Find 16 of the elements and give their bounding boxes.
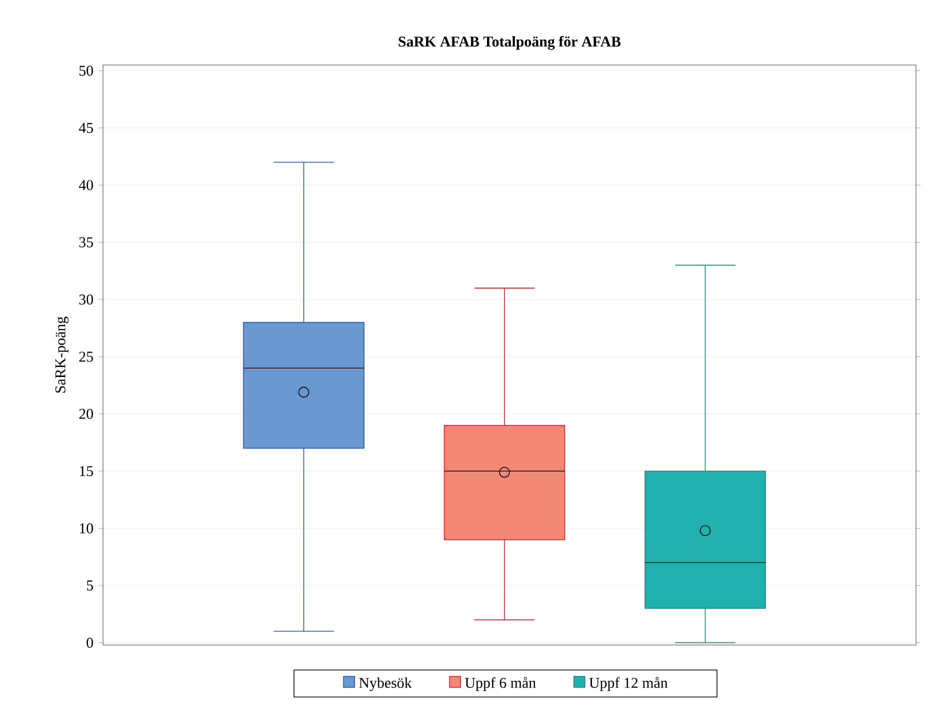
- y-tick-label: 0: [86, 638, 94, 648]
- y-tick-label: 15: [80, 466, 93, 476]
- y-tick-label: 40: [78, 180, 94, 190]
- y-tick-label: 45: [78, 122, 93, 133]
- legend-label: Uppf 6 mån: [465, 676, 536, 691]
- y-axis-title: SaRK-poäng: [55, 316, 68, 393]
- y-tick-label: 5: [86, 580, 93, 590]
- y-tick-label: 10: [80, 523, 94, 534]
- y-tick-label: 50: [80, 66, 94, 76]
- chart-title: SaRK AFAB Totalpoäng för AFAB: [398, 36, 621, 50]
- y-tick-label: 20: [79, 408, 94, 419]
- y-tick-label: 35: [79, 237, 93, 248]
- legend-label: Nybesök: [359, 677, 412, 692]
- legend-label: Uppf 12 mån: [589, 676, 668, 691]
- y-tick-label: 25: [79, 352, 93, 362]
- y-tick-label: 30: [79, 294, 94, 305]
